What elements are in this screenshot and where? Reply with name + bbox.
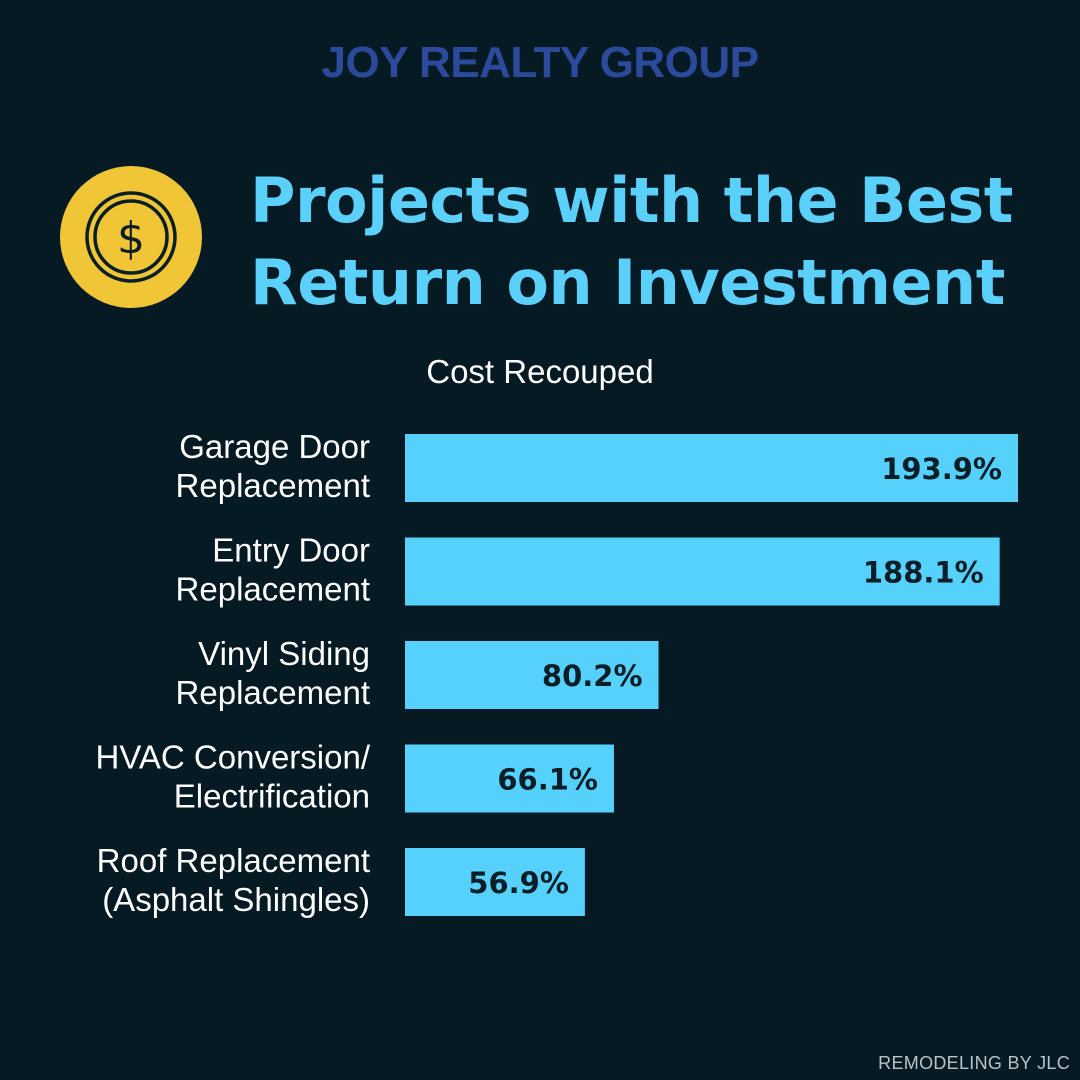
coin-inner-ring xyxy=(93,199,169,275)
category-label: Entry Door Replacement xyxy=(176,532,370,608)
source-credit: REMODELING BY JLC xyxy=(878,1053,1070,1073)
bar xyxy=(405,744,614,813)
bar-value-label: 80.2% xyxy=(542,659,643,693)
category-label-line: Garage Door xyxy=(179,428,370,465)
bar-value-label: 193.9% xyxy=(881,452,1002,486)
category-label-line: Replacement xyxy=(176,674,370,711)
category-label-line: HVAC Conversion/ xyxy=(96,739,371,776)
bar-value-label: 56.9% xyxy=(468,866,569,900)
dollar-coin-icon: $ xyxy=(60,166,202,308)
coin-face xyxy=(60,166,202,308)
category-label: Roof Replacement (Asphalt Shingles) xyxy=(97,842,370,918)
bar xyxy=(405,537,1000,606)
category-label: Garage Door Replacement xyxy=(176,428,370,504)
category-label-line: Replacement xyxy=(176,571,370,608)
dollar-sign-icon: $ xyxy=(117,213,145,264)
category-label-line: Vinyl Siding xyxy=(198,635,370,672)
bar-value-label: 188.1% xyxy=(863,556,984,590)
bar-group: Garage Door Replacement 193.9%Entry Door Re… xyxy=(96,428,1018,918)
category-label-line: (Asphalt Shingles) xyxy=(102,881,370,918)
coin-outer-ring xyxy=(85,191,177,283)
title-line-1: Projects with the Best xyxy=(250,164,1013,237)
bar xyxy=(405,848,585,916)
bar xyxy=(405,434,1018,502)
bar xyxy=(405,641,659,709)
chart-title: Cost Recouped xyxy=(426,353,653,390)
brand-name: JOY REALTY GROUP xyxy=(321,38,759,87)
bar-value-label: 66.1% xyxy=(497,763,598,797)
category-label-line: Electrification xyxy=(174,778,370,815)
category-label: HVAC Conversion/Electrification xyxy=(96,739,371,815)
category-label-line: Entry Door xyxy=(212,532,370,569)
category-label-line: Roof Replacement xyxy=(97,842,370,879)
page-title: Projects with the Best Return on Investm… xyxy=(250,160,1050,324)
category-label: Vinyl Siding Replacement xyxy=(176,635,370,711)
category-label-line: Replacement xyxy=(176,467,370,504)
title-line-2: Return on Investment xyxy=(250,246,1005,319)
